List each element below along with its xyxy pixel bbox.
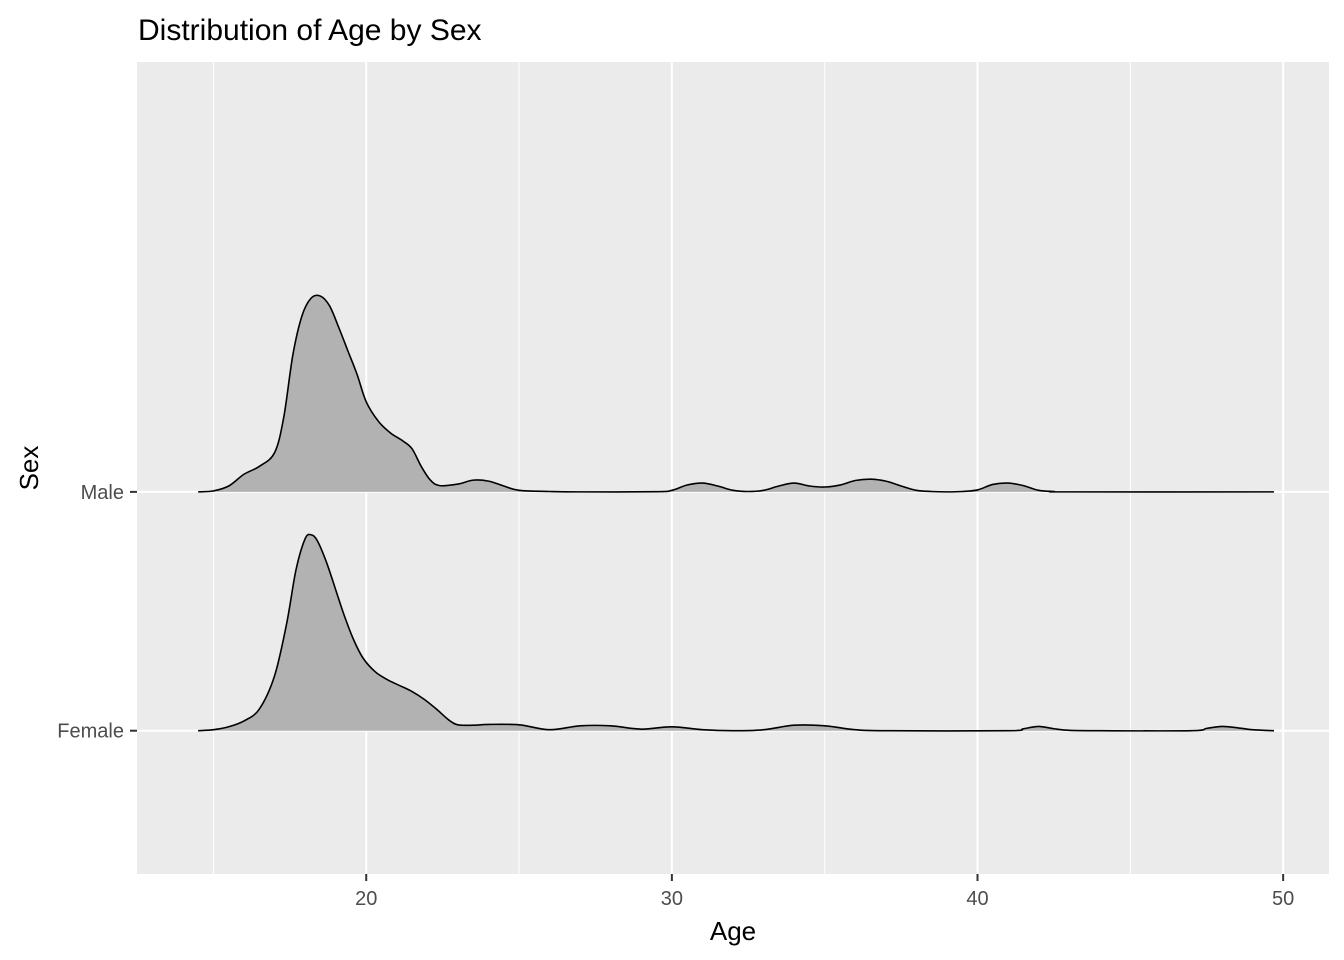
y-axis-title: Sex	[14, 446, 44, 491]
y-tick-label-male: Male	[81, 482, 124, 504]
ridge-line-female	[198, 533, 1275, 732]
x-axis-title: Age	[710, 916, 756, 946]
y-tick-label-female: Female	[57, 721, 124, 743]
x-tick-label: 40	[966, 888, 988, 910]
chart-title: Distribution of Age by Sex	[138, 14, 482, 47]
minor-gridlines	[212, 62, 1131, 874]
density-ridges	[198, 294, 1275, 732]
x-tick-label: 20	[355, 888, 377, 910]
ridge-fill-male	[198, 295, 1274, 492]
ridge-line-male	[198, 294, 1274, 493]
x-tick-label: 50	[1272, 888, 1294, 910]
ridge-fill-female	[198, 534, 1274, 731]
x-axis-ticks: 20 30 40 50	[355, 874, 1294, 910]
x-tick-label: 30	[661, 888, 683, 910]
y-axis-ticks: Female Male	[57, 482, 137, 743]
